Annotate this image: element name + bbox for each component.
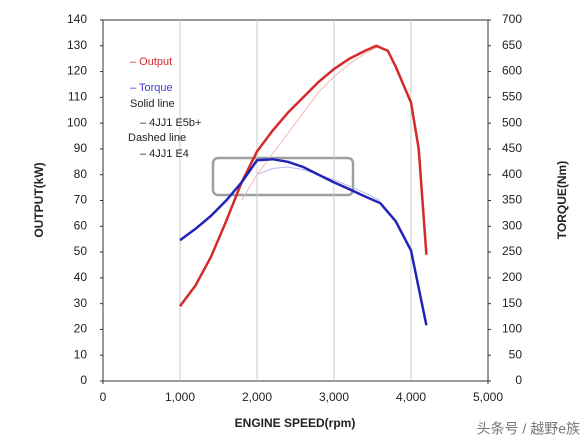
y-tick-label: 20	[74, 322, 88, 336]
annotation: – 4JJ1 E5b+	[140, 117, 201, 129]
watermark: 头条号 / 越野e族	[477, 421, 580, 437]
y2-tick-label: 300	[502, 218, 522, 232]
y-tick-label: 90	[74, 141, 88, 155]
y2-tick-label: 0	[515, 373, 522, 387]
plot-frame	[102, 19, 489, 382]
annotation: – Torque	[130, 82, 173, 94]
x-tick-label: 1,000	[165, 390, 195, 404]
y-tick-label: 120	[67, 64, 87, 78]
x-axis-label: ENGINE SPEED(rpm)	[235, 416, 356, 430]
y-tick-label: 80	[74, 167, 88, 181]
y2-tick-label: 450	[502, 141, 522, 155]
series-line	[178, 44, 428, 307]
y-tick-label: 70	[74, 193, 88, 207]
y2-tick-label: 600	[502, 64, 522, 78]
y2-tick-label: 100	[502, 322, 522, 336]
annotation: Dashed line	[128, 132, 186, 144]
y-tick-label: 30	[74, 296, 88, 310]
series-line	[241, 45, 381, 201]
y2-tick-label: 350	[502, 193, 522, 207]
y2-tick-label: 700	[502, 12, 522, 26]
y-tick-label: 0	[80, 373, 87, 387]
y2-tick-label: 200	[502, 270, 522, 284]
y2-axis-label: TORQUE(Nm)	[555, 161, 569, 239]
x-tick-label: 0	[100, 390, 107, 404]
y2-tick-label: 150	[502, 296, 522, 310]
y2-tick-label: 50	[509, 347, 523, 361]
y-tick-label: 60	[74, 218, 88, 232]
annotation: – Output	[130, 56, 172, 68]
y2-tick-label: 550	[502, 90, 522, 104]
y2-tick-label: 250	[502, 244, 522, 258]
y-axis-label: OUTPUT(kW)	[32, 162, 46, 237]
y2-tick-label: 500	[502, 115, 522, 129]
y-tick-label: 130	[67, 38, 87, 52]
y-tick-label: 50	[74, 244, 88, 258]
y2-tick-label: 650	[502, 38, 522, 52]
annotation: – 4JJ1 E4	[140, 148, 189, 160]
x-tick-label: 4,000	[396, 390, 426, 404]
y-tick-label: 110	[68, 90, 87, 104]
highlight-box	[211, 156, 355, 197]
x-tick-label: 5,000	[473, 390, 503, 404]
annotation: Solid line	[130, 98, 175, 110]
y-tick-label: 40	[74, 270, 88, 284]
x-tick-label: 3,000	[319, 390, 349, 404]
y-tick-label: 10	[74, 347, 88, 361]
y2-tick-label: 400	[502, 167, 522, 181]
series-line	[179, 157, 428, 326]
y-tick-label: 140	[67, 12, 87, 26]
x-tick-label: 2,000	[242, 390, 272, 404]
y-tick-label: 100	[67, 115, 87, 129]
